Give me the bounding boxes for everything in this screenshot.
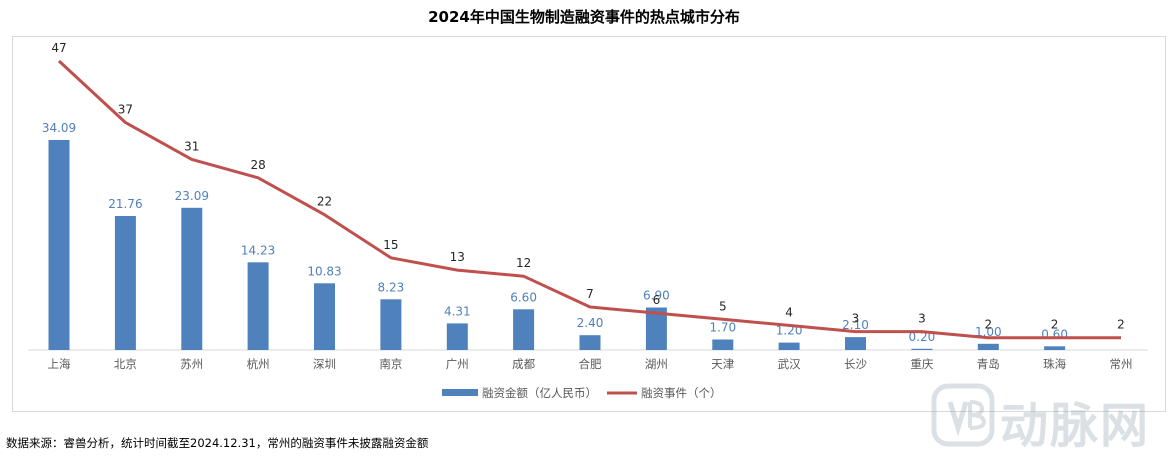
x-tick-label: 北京: [114, 357, 137, 371]
bar-value-label: 1.70: [709, 321, 736, 335]
bar-珠海: [1044, 346, 1066, 350]
legend-bar-label: 融资金额（亿人民币）: [482, 386, 597, 400]
bar-value-label: 23.09: [175, 189, 209, 203]
bar-成都: [513, 309, 535, 350]
legend-line-label: 融资事件（个）: [641, 386, 722, 400]
x-tick-labels: 上海 北京 苏州 杭州 深圳 南京 广州 成都 合肥 湖州 天津 武汉 长沙 重庆 青岛 珠海 常州: [48, 357, 1133, 371]
x-tick-label: 珠海: [1043, 357, 1066, 371]
line-value-label: 3: [918, 312, 926, 326]
x-tick-label: 天津: [711, 357, 734, 371]
bar-南京: [380, 299, 402, 350]
line-value-label: 2: [1051, 318, 1059, 332]
x-tick-label: 长沙: [844, 357, 867, 371]
line-value-label: 2: [984, 318, 992, 332]
x-tick-label: 湖州: [645, 357, 668, 371]
line-value-label: 6: [653, 293, 661, 307]
chart-title: 2024年中国生物制造融资事件的热点城市分布: [428, 8, 740, 26]
watermark-text: 动脉网: [1000, 398, 1151, 454]
bar-value-label: 6.60: [510, 290, 537, 304]
x-tick-label: 成都: [512, 357, 535, 371]
bar-天津: [712, 339, 734, 350]
bar-青岛: [977, 343, 999, 350]
line-value-label: 22: [317, 195, 332, 209]
bar-value-label: 4.31: [444, 304, 471, 318]
bar-长沙: [845, 337, 866, 350]
legend: 融资金额（亿人民币） 融资事件（个）: [442, 386, 722, 400]
bar-合肥: [579, 335, 601, 350]
line-value-label: 15: [383, 238, 398, 252]
watermark-logo: 动脉网: [928, 378, 1166, 454]
line-value-label: 3: [852, 312, 860, 326]
line-value-label: 31: [184, 139, 199, 153]
line-value-label: 28: [250, 158, 265, 172]
watermark-icon: [931, 383, 995, 447]
x-tick-label: 武汉: [778, 357, 801, 371]
bar-value-label: 10.83: [307, 264, 341, 278]
bar-北京: [114, 216, 136, 350]
bar-value-label: 14.23: [241, 243, 275, 257]
line-value-label: 12: [516, 256, 531, 270]
event-series-line: [57, 59, 1121, 340]
x-tick-label: 重庆: [910, 357, 933, 371]
bar-重庆: [911, 348, 933, 350]
line-value-label: 5: [719, 299, 727, 313]
bar-value-label: 21.76: [108, 197, 142, 211]
x-tick-label: 上海: [48, 357, 71, 371]
line-value-label: 2: [1117, 318, 1125, 332]
line-value-label: 13: [450, 250, 465, 264]
bar-深圳: [314, 283, 335, 350]
bar-苏州: [181, 207, 203, 350]
chart-frame: [12, 36, 1166, 412]
bar-value-label: 2.10: [842, 318, 869, 332]
line-value-label: 4: [785, 305, 793, 319]
bar-value-label: 1.00: [975, 325, 1002, 339]
x-tick-label: 广州: [446, 357, 469, 371]
bar-湖州: [645, 307, 667, 350]
x-tick-label: 杭州: [247, 357, 270, 371]
bar-杭州: [247, 262, 269, 350]
source-footnote: 数据来源：睿兽分析，统计时间截至2024.12.31，常州的融资事件未披露融资金…: [6, 436, 429, 450]
x-tick-label: 苏州: [180, 357, 203, 371]
bar-上海: [48, 140, 70, 350]
bar-value-label: 8.23: [378, 280, 405, 294]
line-value-label: 37: [118, 103, 133, 117]
x-tick-label: 深圳: [313, 357, 336, 371]
bars-group: [48, 140, 1066, 350]
x-tick-label: 青岛: [977, 357, 1000, 371]
x-tick-label: 南京: [379, 357, 402, 371]
legend-bar-swatch: [442, 389, 478, 396]
bar-武汉: [778, 342, 800, 350]
line-value-label: 47: [51, 41, 66, 55]
line-value-label: 7: [586, 287, 594, 301]
x-tick-label: 合肥: [579, 357, 602, 371]
bar-value-label: 34.09: [42, 121, 76, 135]
x-tick-label: 常州: [1110, 357, 1133, 371]
bar-广州: [446, 323, 468, 350]
bar-value-label: 2.40: [577, 316, 604, 330]
bar-value-label: 6.90: [643, 289, 670, 303]
